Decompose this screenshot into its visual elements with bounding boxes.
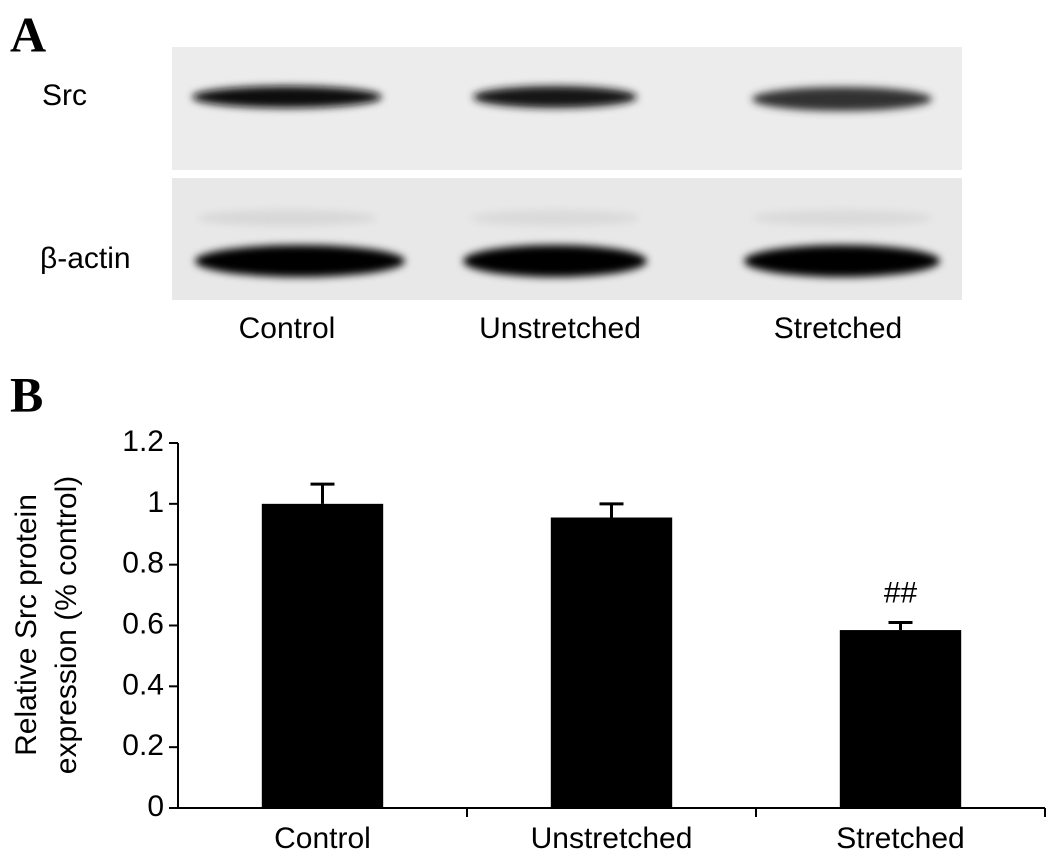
x-tick-label: Control: [274, 822, 371, 855]
y-tick-label: 0.4: [122, 668, 164, 701]
lane-label: Unstretched: [479, 312, 641, 345]
row-label: β-actin: [40, 242, 131, 275]
blot-actin: [172, 178, 962, 300]
y-tick-label: 0.8: [122, 547, 164, 580]
significance-label: ##: [884, 576, 918, 609]
x-tick-label: Stretched: [836, 822, 964, 855]
y-tick-label: 0.2: [122, 729, 164, 762]
lane-label: Stretched: [774, 312, 902, 345]
y-tick-label: 0: [147, 790, 164, 823]
row-label: Src: [42, 79, 87, 112]
x-tick-label: Unstretched: [531, 822, 693, 855]
bar: [839, 630, 962, 808]
blot-bands: [192, 86, 940, 277]
y-tick-label: 1: [147, 486, 164, 519]
error-bar: [888, 620, 913, 631]
panel-label: B: [10, 366, 43, 422]
bar: [261, 503, 384, 808]
y-axis-title: Relative Src protein: [10, 494, 43, 756]
error-bar: [310, 482, 335, 504]
y-tick-label: 0.6: [122, 607, 164, 640]
y-tick-label: 1.2: [122, 425, 164, 458]
lane-label: Control: [239, 312, 336, 345]
error-bar: [599, 502, 624, 518]
bar: [550, 517, 673, 808]
y-axis-title: expression (% control): [50, 476, 83, 774]
panel-label: A: [10, 6, 46, 62]
